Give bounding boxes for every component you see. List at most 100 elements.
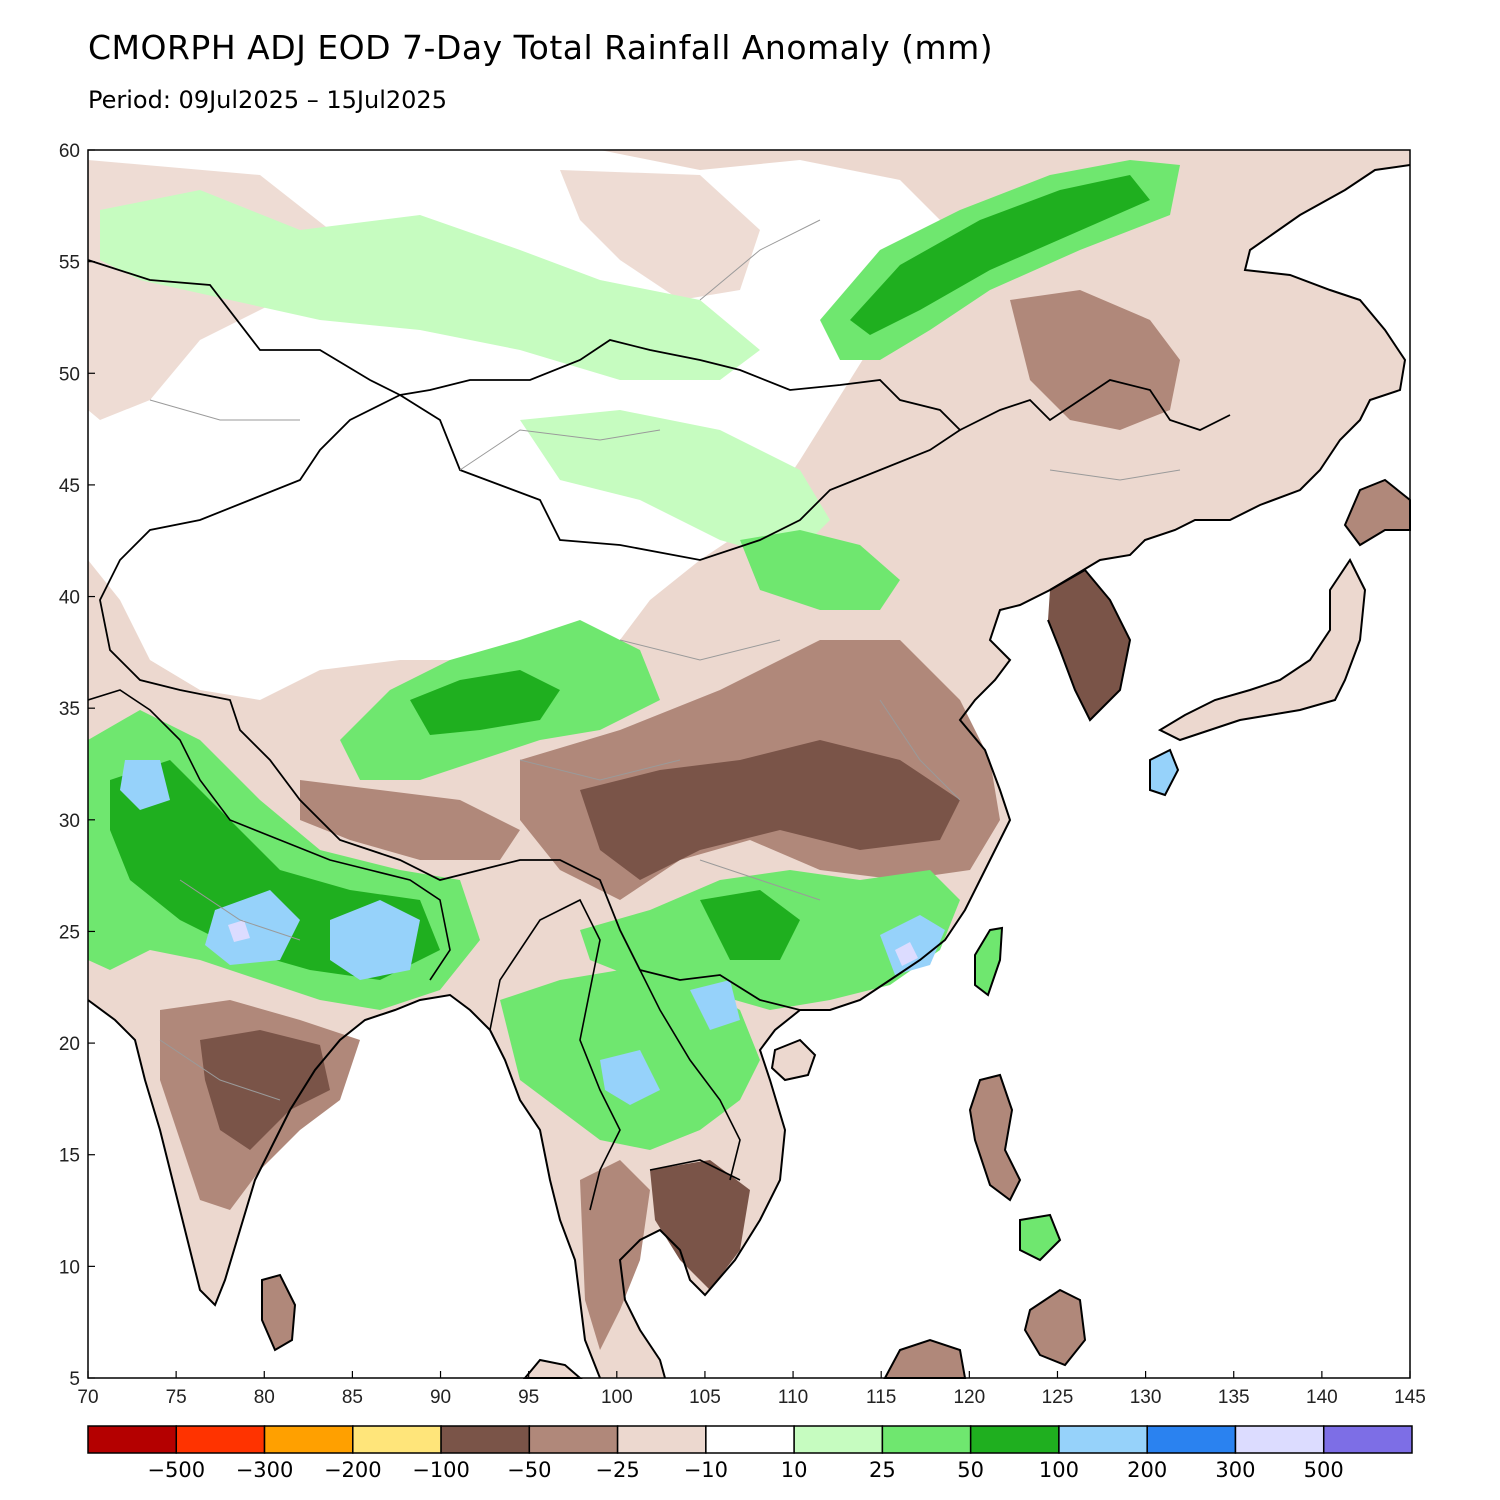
laos-heavy-rain <box>600 1050 660 1105</box>
islands-group <box>261 478 1411 1379</box>
lon-tick-label: 120 <box>953 1387 985 1408</box>
china-mongolia-border <box>397 339 962 561</box>
latitude-axis: 5 10 15 20 25 30 35 40 45 50 55 60 <box>59 141 95 1390</box>
lat-tick-label: 15 <box>59 1146 80 1167</box>
legend-swatch <box>1146 1425 1237 1454</box>
korea-coastline <box>1047 568 1132 722</box>
longitude-axis: 70 75 80 85 90 95 100 105 110 115 120 125 130 135 140 1… <box>77 1371 1426 1408</box>
thai-peninsula-dry <box>580 1160 650 1350</box>
lat-tick-label: 60 <box>59 141 80 162</box>
philippines-mindanao <box>1023 1288 1087 1367</box>
legend-swatch <box>1322 1425 1413 1454</box>
legend-label: 50 <box>957 1458 984 1482</box>
legend-swatch <box>352 1425 442 1454</box>
philippines-luzon <box>968 1073 1022 1202</box>
lat-tick-label: 30 <box>59 811 80 832</box>
legend-label: 25 <box>869 1458 896 1482</box>
lon-tick-label: 80 <box>254 1387 275 1408</box>
lon-tick-label: 145 <box>1394 1387 1426 1408</box>
legend-label: −100 <box>412 1458 470 1482</box>
legend-label: −25 <box>595 1458 639 1482</box>
map-frame <box>87 149 1411 1379</box>
china-west-border <box>99 394 801 1011</box>
hainan-island <box>770 1038 817 1082</box>
lon-tick-label: 140 <box>1306 1387 1338 1408</box>
legend-label: −10 <box>684 1458 728 1482</box>
korea-dry-area <box>1048 570 1130 720</box>
lon-tick-label: 75 <box>166 1387 187 1408</box>
mainland-coastline <box>88 164 1410 1378</box>
legend-label: 300 <box>1215 1458 1255 1482</box>
legend-swatch <box>616 1425 707 1454</box>
lon-tick-label: 115 <box>866 1387 896 1408</box>
taiwan-island <box>974 926 1004 997</box>
mongolia-wet-area <box>520 410 830 560</box>
legend-swatch <box>793 1425 884 1454</box>
lat-tick-label: 55 <box>59 253 80 274</box>
northeast-dry-area <box>1010 290 1180 430</box>
legend-swatch <box>440 1425 531 1454</box>
lon-tick-label: 110 <box>778 1387 808 1408</box>
legend-label: −500 <box>147 1458 205 1482</box>
wet-band-light-north <box>100 190 760 380</box>
siberia-wet-core <box>850 175 1150 335</box>
lon-tick-label: 105 <box>689 1387 721 1408</box>
lat-tick-label: 25 <box>59 922 80 943</box>
tibet-south-dry <box>300 780 520 860</box>
legend-swatch <box>1234 1425 1325 1454</box>
lat-tick-label: 50 <box>59 364 80 385</box>
ganges-heavy-rain <box>205 890 300 965</box>
legend-label: 10 <box>781 1458 808 1482</box>
lon-tick-label: 70 <box>77 1387 98 1408</box>
india-border <box>88 689 451 981</box>
siberia-dry-patch <box>560 170 760 300</box>
lon-tick-label: 130 <box>1130 1387 1162 1408</box>
vietnam-north-heavy-rain <box>690 980 740 1030</box>
lat-tick-label: 20 <box>59 1034 80 1055</box>
legend-swatch <box>263 1425 354 1454</box>
admin-borders <box>149 219 1181 1101</box>
lat-tick-label: 40 <box>59 588 80 609</box>
lon-tick-label: 100 <box>601 1387 633 1408</box>
punjab-heavy-rain <box>120 760 170 810</box>
legend-label: −300 <box>236 1458 294 1482</box>
legend-swatch <box>969 1425 1060 1454</box>
central-china-dry-core <box>580 740 960 880</box>
tibet-wet-cores <box>410 670 560 735</box>
legend-label: 200 <box>1127 1458 1167 1482</box>
legend-label: 500 <box>1304 1458 1344 1482</box>
lat-tick-label: 5 <box>69 1369 80 1390</box>
lon-tick-label: 95 <box>518 1387 539 1408</box>
lon-tick-label: 90 <box>430 1387 451 1408</box>
guangdong-extreme-rain <box>895 942 918 966</box>
lat-tick-label: 10 <box>59 1257 80 1278</box>
legend-label: 100 <box>1039 1458 1079 1482</box>
lon-tick-label: 85 <box>342 1387 363 1408</box>
ganges-extreme-rain <box>228 920 250 942</box>
japan-honshu <box>1157 558 1367 742</box>
japan-kyushu <box>1149 748 1180 797</box>
legend-colorbar: −500 −300 −200 −100 −50 −25 −10 10 25 50 100 200 300… <box>87 1425 1413 1482</box>
central-india-dry-core <box>200 1030 330 1150</box>
legend-swatch <box>705 1425 795 1454</box>
inner-mongolia-wet <box>740 530 900 610</box>
philippines-visayas <box>1019 1213 1062 1262</box>
lat-tick-label: 35 <box>59 699 80 720</box>
legend-swatch <box>528 1425 619 1454</box>
russia-border <box>88 259 1231 431</box>
cambodia-dry <box>650 1160 750 1290</box>
guangdong-heavy-rain <box>880 915 945 975</box>
lon-tick-label: 125 <box>1042 1387 1074 1408</box>
legend-label: −200 <box>324 1458 382 1482</box>
legend-label: −50 <box>507 1458 551 1482</box>
legend-swatch <box>175 1425 266 1454</box>
lon-tick-label: 135 <box>1218 1387 1250 1408</box>
legend-swatch <box>881 1425 972 1454</box>
legend-swatch <box>1058 1425 1148 1454</box>
map-title: CMORPH ADJ EOD 7-Day Total Rainfall Anom… <box>88 28 994 67</box>
lat-tick-label: 45 <box>59 476 80 497</box>
indochina-borders <box>489 898 741 1211</box>
sri-lanka <box>261 1273 297 1352</box>
legend-swatch <box>87 1425 178 1454</box>
